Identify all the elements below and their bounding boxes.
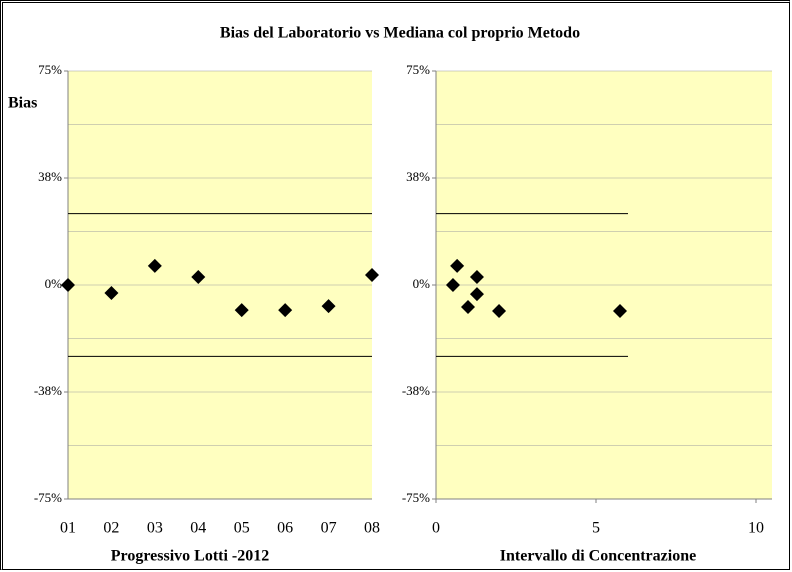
x-tick-label: 05 <box>234 520 250 537</box>
x-tick-label: 03 <box>147 520 163 537</box>
x-tick-label: 04 <box>190 520 206 537</box>
data-point <box>104 285 119 300</box>
x-tick-label: 10 <box>748 520 764 537</box>
x-tick-label: 0 <box>432 520 440 537</box>
x-tick-label: 02 <box>103 520 119 537</box>
x-tick-label: 01 <box>60 520 76 537</box>
data-point <box>321 299 336 314</box>
x-axis-label: Progressivo Lotti -2012 <box>111 548 270 565</box>
data-point <box>278 303 293 318</box>
x-tick-label: 5 <box>592 520 600 537</box>
y-tick-label: 0% <box>45 276 63 291</box>
x-tick-label: 06 <box>277 520 293 537</box>
x-tick-label: 08 <box>364 520 380 537</box>
data-point <box>445 278 460 292</box>
y-axis-label: Bias <box>8 95 37 112</box>
y-tick-label: 75% <box>38 62 62 77</box>
x-axis-label: Intervallo di Concentrazione <box>500 548 696 565</box>
data-point <box>365 268 379 283</box>
data-point <box>492 303 507 318</box>
data-point <box>234 303 249 318</box>
data-point <box>469 287 484 302</box>
data-point <box>469 270 484 285</box>
y-tick-label: -38% <box>402 383 430 398</box>
x-tick-label: 07 <box>321 520 337 537</box>
y-tick-label: -38% <box>34 383 62 398</box>
data-point <box>461 299 475 314</box>
y-tick-label: -75% <box>34 490 62 505</box>
y-tick-label: 38% <box>406 169 430 184</box>
y-tick-label: -75% <box>402 490 430 505</box>
y-tick-label: 38% <box>38 169 62 184</box>
chart-title: Bias del Laboratorio vs Mediana col prop… <box>220 25 580 42</box>
data-point <box>450 258 465 273</box>
data-point <box>191 270 206 285</box>
data-point <box>613 303 627 318</box>
data-point <box>147 258 162 273</box>
data-point <box>61 278 75 292</box>
y-tick-label: 0% <box>413 276 431 291</box>
y-tick-label: 75% <box>406 62 430 77</box>
